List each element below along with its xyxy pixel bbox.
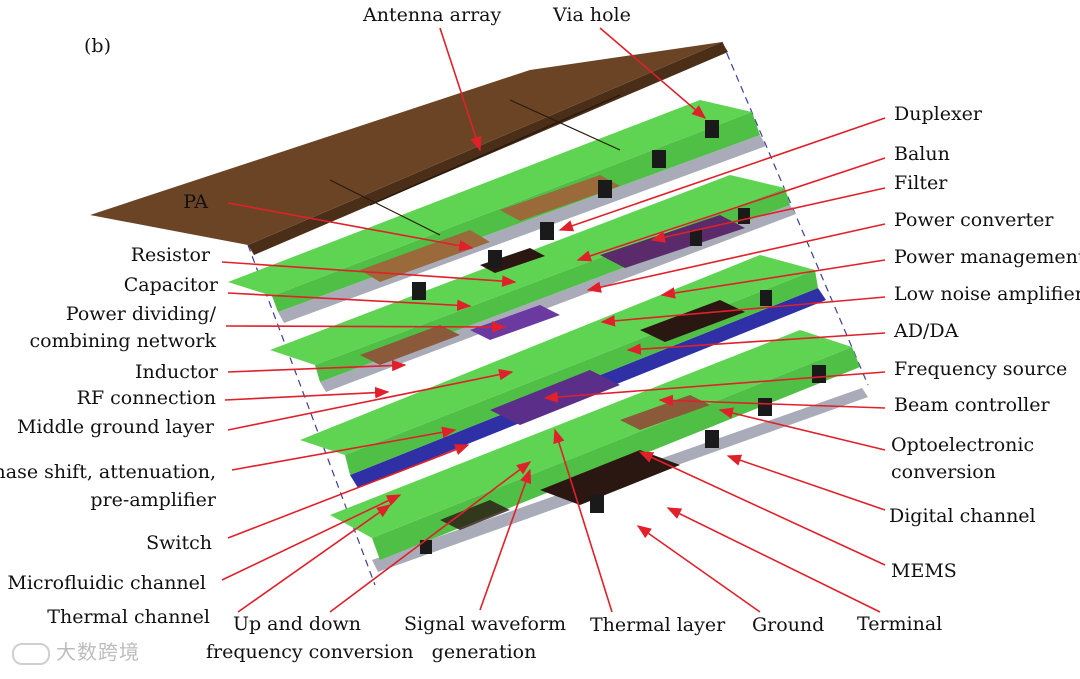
label-resistor: Resistor [130, 244, 210, 266]
label-thermal-channel: Thermal channel [47, 606, 210, 628]
label-middle-ground-layer: Middle ground layer [16, 416, 214, 438]
arrow-power-management [660, 259, 886, 299]
layer-bottom [330, 330, 868, 572]
arrow-middle-ground [227, 368, 514, 431]
layer-antenna [90, 42, 728, 255]
chip-balun-2 [500, 175, 620, 221]
chip-pa-2 [360, 230, 490, 282]
board-top-4 [300, 255, 815, 455]
label-antenna-array: Antenna array [363, 4, 502, 26]
label-filter: Filter [894, 172, 948, 194]
arrow-updown [329, 461, 532, 613]
label-phase-shift-1: Phase shift, attenuation, [0, 461, 216, 483]
label-signal-2: generation [431, 641, 537, 663]
label-optoelectronic-2: conversion [891, 461, 996, 483]
chip-filter-3 [600, 215, 745, 268]
arrow-balun [576, 157, 886, 262]
antenna-grid-c [509, 99, 621, 151]
layer-2 [228, 100, 766, 323]
label-duplexer: Duplexer [894, 103, 982, 125]
label-capacitor: Capacitor [123, 274, 218, 296]
arrow-phase [231, 426, 457, 471]
label-power-management: Power management [894, 246, 1080, 268]
arrow-capacitor [227, 292, 472, 312]
arrow-filter [650, 187, 886, 243]
board-top-2 [228, 100, 752, 296]
label-power-converter: Power converter [894, 209, 1054, 231]
label-optoelectronic-1: Optoelectronic [891, 434, 1035, 456]
arrow-thermal-layer [553, 428, 613, 613]
arrow-digital [726, 454, 886, 511]
arrow-freq-source [543, 371, 886, 403]
antenna-grid-b [329, 179, 441, 236]
label-power-dividing-2: combining network [29, 330, 216, 352]
arrow-mems [638, 451, 886, 566]
layer-3 [270, 175, 796, 392]
layer-blue [300, 255, 826, 488]
arrow-microfluidic [221, 494, 402, 581]
label-beam-controller: Beam controller [894, 394, 1050, 416]
panel-label: (b) [84, 35, 111, 57]
chip-bottom-b [440, 500, 510, 530]
label-switch: Switch [146, 532, 212, 554]
label-thermal-layer: Thermal layer [590, 614, 726, 636]
label-phase-shift-2: pre-amplifier [90, 489, 216, 511]
arrow-duplexer [558, 117, 886, 232]
label-mems: MEMS [891, 560, 957, 582]
arrow-adda [626, 332, 886, 355]
arrow-ground [636, 525, 761, 613]
arrow-power-dividing [225, 321, 507, 333]
ground-plate-3 [320, 205, 796, 392]
antenna-grid-a [369, 94, 621, 206]
arrow-beam [658, 394, 886, 409]
antenna-top [90, 42, 722, 245]
arrow-via [599, 27, 707, 119]
arrow-inductor [227, 359, 407, 373]
arrow-terminal [666, 507, 881, 613]
arrow-antenna [439, 27, 482, 152]
board-top-bottom [330, 330, 852, 538]
label-rf-connection: RF connection [76, 387, 216, 409]
label-ad-da: AD/DA [894, 320, 959, 342]
arrow-signal [479, 468, 532, 611]
watermark-text: 大数跨境 [56, 640, 140, 664]
antenna-edge [248, 42, 728, 255]
label-up-down-2: frequency conversion [206, 641, 414, 663]
arrow-rf [224, 386, 390, 401]
ground-plate-2 [278, 135, 766, 323]
label-terminal: Terminal [857, 613, 943, 635]
chip-dark-4 [640, 300, 745, 342]
arrow-pa [227, 202, 474, 252]
label-microfluidic-channel: Microfluidic channel [7, 572, 206, 594]
watermark: 大数跨境 [12, 636, 140, 665]
label-via-hole: Via hole [553, 4, 631, 26]
label-ground: Ground [752, 614, 825, 636]
arrow-switch [227, 444, 470, 539]
label-digital-channel: Digital channel [889, 505, 1036, 527]
watermark-logo-icon [12, 642, 50, 665]
arrow-resistor [221, 261, 517, 287]
leader-arrows [221, 27, 886, 613]
board-top-3 [270, 175, 785, 365]
arrow-power-converter [586, 223, 886, 293]
chip-bottom-c [620, 395, 710, 430]
label-power-dividing-1: Power dividing/ [65, 303, 216, 325]
arrow-lna [600, 296, 886, 327]
chip-inductor-3 [360, 325, 460, 365]
label-inductor: Inductor [135, 361, 218, 383]
label-signal-1: Signal waveform [404, 613, 567, 635]
label-up-down-1: Up and down [232, 613, 362, 635]
arrow-thermal-channel [237, 504, 392, 613]
label-pa: PA [183, 191, 208, 213]
arrow-opto [718, 407, 886, 451]
label-balun: Balun [894, 143, 950, 165]
label-frequency-source: Frequency source [894, 358, 1068, 380]
label-low-noise-amplifier: Low noise amplifier [894, 283, 1080, 305]
